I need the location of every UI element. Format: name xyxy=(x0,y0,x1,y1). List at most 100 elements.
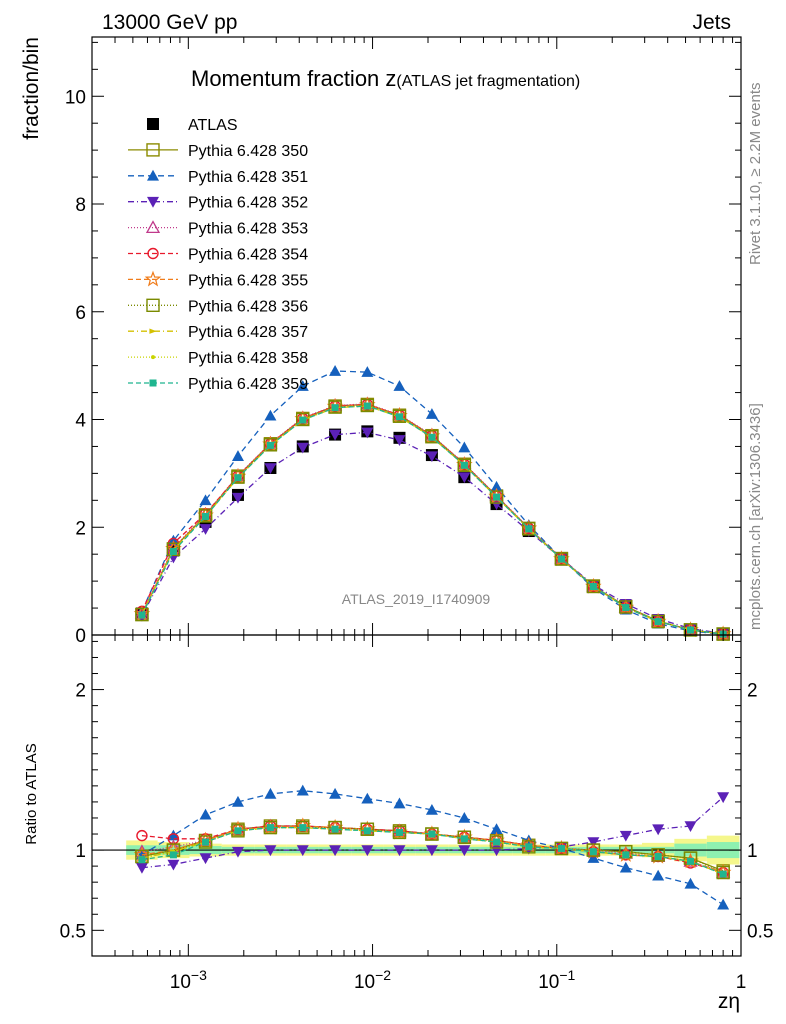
ratio-point xyxy=(687,857,695,865)
data-point xyxy=(231,492,244,504)
ratio-point xyxy=(331,825,339,833)
ratio-point xyxy=(393,845,406,857)
legend-entry: Pythia 6.428 350 xyxy=(128,143,308,160)
data-point xyxy=(395,413,403,421)
ratio-point xyxy=(457,830,472,844)
ratio-point xyxy=(264,787,277,799)
ratio-point xyxy=(329,787,342,799)
data-point xyxy=(458,441,471,453)
ratio-point xyxy=(557,844,565,852)
analysis-id: ATLAS_2019_I1740909 xyxy=(342,591,491,607)
y-tick-label: 10 xyxy=(65,87,86,108)
data-point xyxy=(687,626,695,634)
y-tick-label: 8 xyxy=(75,195,86,216)
ratio-point xyxy=(654,852,662,860)
data-point xyxy=(425,451,438,463)
ratio-point xyxy=(361,845,374,857)
ratio-point xyxy=(199,808,212,820)
legend-label: Pythia 6.428 352 xyxy=(188,195,308,212)
ratio-point xyxy=(651,848,665,862)
data-point xyxy=(490,480,503,492)
data-point xyxy=(202,512,210,520)
data-point xyxy=(522,522,536,536)
legend-label: Pythia 6.428 351 xyxy=(188,169,308,186)
ratio-point xyxy=(522,840,536,854)
ratio-point xyxy=(135,862,148,874)
data-point xyxy=(135,607,149,622)
x-axis-label: zη xyxy=(718,990,740,1013)
ratio-point xyxy=(684,821,697,832)
data-point xyxy=(361,427,374,439)
ratio-point xyxy=(490,823,503,835)
data-point xyxy=(264,463,277,474)
legend-entry: Pythia 6.428 358 xyxy=(128,350,308,367)
legend-entry: ATLAS xyxy=(147,117,238,134)
legend-marker xyxy=(145,220,161,234)
y-tick-label: 0 xyxy=(75,626,86,647)
series-pythia-6-428-352 xyxy=(135,427,730,640)
ratio-y-tick-label: 2 xyxy=(75,681,86,702)
ratio-point xyxy=(363,827,371,835)
ratio-point xyxy=(360,822,375,836)
ratio-point xyxy=(328,820,342,835)
data-point xyxy=(198,509,213,523)
data-point xyxy=(166,542,181,557)
ratio-point xyxy=(231,795,244,807)
ratio-point xyxy=(393,797,406,809)
legend-marker xyxy=(146,298,160,312)
data-point xyxy=(264,409,277,421)
data-point xyxy=(587,580,600,593)
chart-title-main: Momentum fraction z xyxy=(191,66,396,91)
data-point xyxy=(296,412,310,427)
legend: ATLAS Pythia 6.428 350 Pythia 6.428 351 Pyt… xyxy=(128,117,308,393)
data-point xyxy=(169,547,177,555)
data-point xyxy=(361,366,374,377)
legend-label: Pythia 6.428 355 xyxy=(188,272,308,289)
ratio-point xyxy=(586,843,601,857)
legend-entry: Pythia 6.428 359 xyxy=(128,376,308,393)
legend-label: Pythia 6.428 350 xyxy=(188,143,308,160)
data-point xyxy=(360,398,375,413)
ratio-point xyxy=(717,898,730,910)
ratio-point xyxy=(167,829,180,841)
ratio-y-tick-label: 0.5 xyxy=(747,921,773,942)
ratio-point xyxy=(425,803,438,815)
data-point xyxy=(234,474,242,482)
ratio-point xyxy=(460,835,468,843)
data-point xyxy=(266,441,274,449)
data-point xyxy=(199,524,212,535)
data-point xyxy=(586,579,601,594)
legend-marker xyxy=(149,379,157,387)
data-point xyxy=(296,380,309,391)
data-point xyxy=(557,555,565,563)
ratio-point xyxy=(329,845,342,857)
data-point xyxy=(428,433,436,441)
ratio-point xyxy=(719,870,727,878)
data-point xyxy=(425,430,439,444)
ratio-point xyxy=(234,827,242,835)
ratio-series-pythia-6-428-359 xyxy=(138,824,727,878)
legend-label: Pythia 6.428 358 xyxy=(188,350,308,367)
legend-entry: Pythia 6.428 354 xyxy=(128,247,308,264)
ratio-point xyxy=(138,856,146,864)
ratio-point xyxy=(525,843,533,851)
ratio-ylabel: Ratio to ATLAS xyxy=(23,743,40,844)
ratio-point xyxy=(136,829,148,842)
ratio-point xyxy=(587,852,600,863)
y-tick-label: 4 xyxy=(75,411,86,432)
ratio-point xyxy=(716,865,730,880)
legend-marker xyxy=(147,196,159,208)
ratio-point xyxy=(167,859,180,871)
legend-entry: Pythia 6.428 352 xyxy=(128,195,308,212)
data-point xyxy=(231,470,245,484)
chart-title-sub: (ATLAS jet fragmentation) xyxy=(396,73,580,90)
ratio-point xyxy=(493,838,501,846)
rivet-label: Rivet 3.1.10, ≥ 2.2M events xyxy=(747,83,764,266)
legend-entry: Pythia 6.428 351 xyxy=(128,169,308,186)
header-right: Jets xyxy=(692,11,731,34)
legend-marker xyxy=(146,143,160,157)
y-tick-label: 6 xyxy=(75,303,86,324)
main-ylabel: fraction/bin xyxy=(20,37,43,140)
